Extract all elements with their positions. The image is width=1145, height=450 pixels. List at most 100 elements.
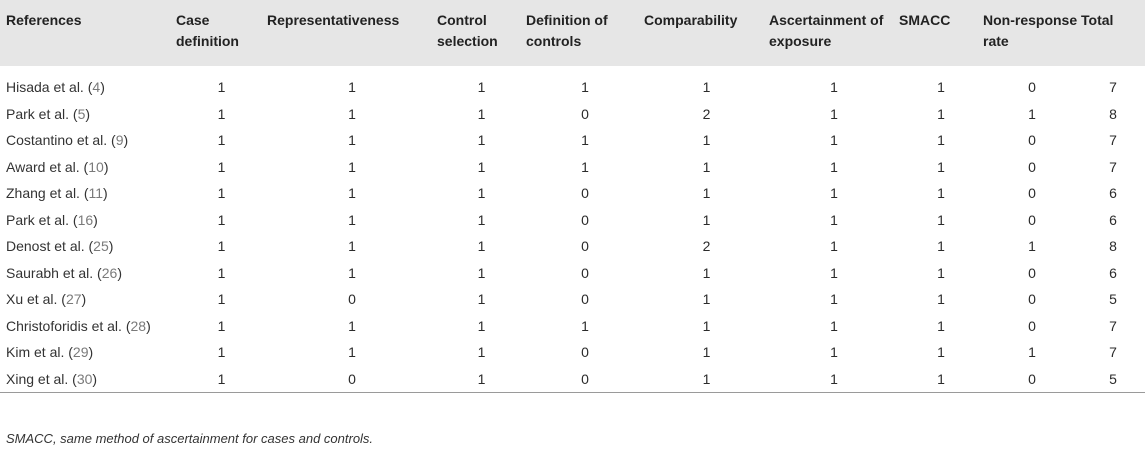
- definition-of-controls-cell: 0: [581, 344, 589, 361]
- open-paren: (: [107, 132, 116, 149]
- control-selection-cell: 1: [477, 264, 486, 281]
- citation-link[interactable]: 30: [76, 370, 93, 387]
- control-selection-cell: 1: [477, 344, 486, 361]
- comparability-cell: 1: [702, 317, 711, 334]
- author-label: Xing et al.: [6, 370, 69, 387]
- author-label: Xu et al.: [6, 291, 58, 308]
- comparability-cell: 2: [702, 238, 711, 255]
- comparability-cell: 1: [702, 264, 711, 281]
- author-label: Saurabh et al.: [6, 264, 94, 281]
- citation-link[interactable]: 16: [77, 211, 94, 228]
- citation-link[interactable]: 4: [92, 79, 101, 96]
- smacc-cell: 1: [937, 211, 945, 228]
- header-total: Total: [1081, 12, 1114, 28]
- table-row: Xu et al. (27) 1 0 1 0 1 1 1 0 5: [0, 286, 1145, 313]
- total-cell: 7: [1109, 344, 1117, 361]
- close-paren: ): [85, 105, 91, 122]
- reference-cell: Kim et al. (29): [0, 339, 176, 366]
- citation-link[interactable]: 28: [130, 317, 147, 334]
- total-cell: 7: [1109, 158, 1117, 175]
- total-cell: 6: [1109, 211, 1117, 228]
- case-definition-cell: 1: [217, 264, 226, 281]
- reference-cell: Xu et al. (27): [0, 286, 176, 313]
- non-response-rate-cell: 0: [1028, 79, 1036, 96]
- non-response-rate-cell: 0: [1028, 291, 1036, 308]
- citation-link[interactable]: 9: [115, 132, 124, 149]
- ascertainment-of-exposure-cell: 1: [830, 185, 838, 202]
- author-label: Denost et al.: [6, 238, 85, 255]
- comparability-cell: 1: [702, 211, 711, 228]
- total-cell: 5: [1109, 370, 1117, 387]
- total-cell: 7: [1109, 132, 1117, 149]
- spacer-row: [0, 66, 1145, 74]
- comparability-cell: 1: [702, 344, 711, 361]
- definition-of-controls-cell: 0: [581, 211, 589, 228]
- citation-link[interactable]: 26: [101, 264, 118, 281]
- ascertainment-of-exposure-cell: 1: [830, 264, 838, 281]
- definition-of-controls-cell: 0: [581, 264, 589, 281]
- comparability-cell: 1: [702, 132, 711, 149]
- ascertainment-of-exposure-cell: 1: [830, 105, 838, 122]
- citation-link[interactable]: 25: [93, 238, 109, 255]
- author-label: Award et al.: [6, 158, 80, 175]
- author-label: Zhang et al.: [6, 185, 80, 202]
- open-paren: (: [83, 79, 93, 96]
- smacc-cell: 1: [937, 291, 945, 308]
- close-paren: ): [88, 344, 94, 361]
- control-selection-cell: 1: [477, 132, 486, 149]
- definition-of-controls-cell: 1: [581, 158, 589, 175]
- representativeness-cell: 1: [348, 158, 356, 175]
- table-row: Hisada et al. (4) 1 1 1 1 1 1 1 0 7: [0, 74, 1145, 101]
- definition-of-controls-cell: 1: [581, 132, 589, 149]
- non-response-rate-cell: 0: [1028, 211, 1036, 228]
- citation-link[interactable]: 27: [65, 291, 82, 308]
- total-cell: 8: [1109, 238, 1117, 255]
- non-response-rate-cell: 1: [1028, 238, 1036, 255]
- ascertainment-of-exposure-cell: 1: [830, 158, 838, 175]
- control-selection-cell: 1: [477, 317, 486, 334]
- total-cell: 6: [1109, 264, 1117, 281]
- header-definition-of-controls: Definition of controls: [526, 12, 608, 49]
- reference-cell: Hisada et al. (4): [0, 74, 176, 101]
- header-smacc: SMACC: [899, 12, 951, 28]
- ascertainment-of-exposure-cell: 1: [830, 79, 838, 96]
- reference-cell: Zhang et al. (11): [0, 180, 176, 207]
- citation-link[interactable]: 11: [88, 185, 104, 202]
- smacc-cell: 1: [937, 264, 945, 281]
- case-definition-cell: 1: [217, 105, 226, 122]
- close-paren: ): [108, 238, 114, 255]
- total-cell: 5: [1109, 291, 1117, 308]
- non-response-rate-cell: 0: [1028, 370, 1036, 387]
- comparability-cell: 1: [702, 291, 711, 308]
- open-paren: (: [93, 264, 102, 281]
- smacc-cell: 1: [937, 158, 945, 175]
- close-paren: ): [92, 370, 98, 387]
- header-representativeness: Representativeness: [267, 12, 400, 28]
- ascertainment-of-exposure-cell: 1: [830, 291, 838, 308]
- table-footnote: SMACC, same method of ascertainment for …: [6, 431, 374, 446]
- table-body: Hisada et al. (4) 1 1 1 1 1 1 1 0 7 Park et al. (5…: [0, 66, 1145, 392]
- table-row: Park et al. (16) 1 1 1 0 1 1 1 0 6: [0, 207, 1145, 234]
- definition-of-controls-cell: 0: [581, 291, 589, 308]
- citation-link[interactable]: 10: [88, 158, 104, 175]
- table-row: Kim et al. (29) 1 1 1 0 1 1 1 1 7: [0, 339, 1145, 366]
- control-selection-cell: 1: [477, 105, 486, 122]
- representativeness-cell: 1: [348, 238, 356, 255]
- open-paren: (: [69, 211, 78, 228]
- open-paren: (: [79, 158, 89, 175]
- total-cell: 6: [1109, 185, 1117, 202]
- table-row: Costantino et al. (9) 1 1 1 1 1 1 1 0 7: [0, 127, 1145, 154]
- ascertainment-of-exposure-cell: 1: [830, 344, 838, 361]
- reference-cell: Christoforidis et al. (28): [0, 313, 176, 340]
- open-paren: (: [69, 105, 78, 122]
- control-selection-cell: 1: [477, 291, 486, 308]
- smacc-cell: 1: [937, 79, 945, 96]
- case-definition-cell: 1: [217, 185, 226, 202]
- ascertainment-of-exposure-cell: 1: [830, 370, 838, 387]
- representativeness-cell: 1: [348, 344, 356, 361]
- definition-of-controls-cell: 0: [581, 185, 589, 202]
- citation-link[interactable]: 29: [72, 344, 89, 361]
- citation-link[interactable]: 5: [77, 105, 86, 122]
- header-case-definition: Case definition: [176, 12, 239, 49]
- author-label: Costantino et al.: [6, 132, 108, 149]
